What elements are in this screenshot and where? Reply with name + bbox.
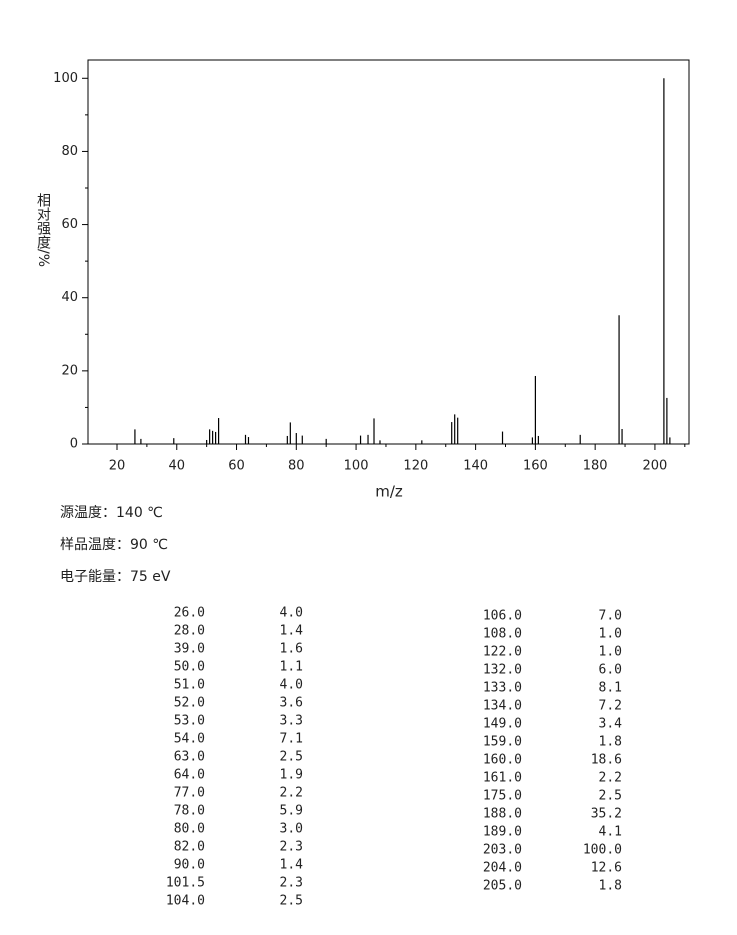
x-tick-label: 140 <box>463 459 488 474</box>
table-intensity: 1.9 <box>280 768 303 783</box>
table-intensity: 1.6 <box>280 642 303 657</box>
table-intensity: 100.0 <box>583 843 622 858</box>
table-mz: 203.0 <box>483 843 522 858</box>
x-tick-label: 20 <box>109 459 126 474</box>
table-intensity: 1.1 <box>280 660 303 675</box>
table-mz: 90.0 <box>174 858 205 873</box>
table-mz: 149.0 <box>483 717 522 732</box>
table-mz: 63.0 <box>174 750 205 765</box>
table-mz: 204.0 <box>483 861 522 876</box>
table-mz: 122.0 <box>483 645 522 660</box>
y-tick-label: 40 <box>61 290 78 305</box>
table-intensity: 7.1 <box>280 732 303 747</box>
table-intensity: 8.1 <box>599 681 622 696</box>
x-tick-label: 100 <box>344 459 369 474</box>
plot-frame <box>87 59 690 445</box>
table-intensity: 4.1 <box>599 825 622 840</box>
table-mz: 39.0 <box>174 642 205 657</box>
table-intensity: 3.3 <box>280 714 303 729</box>
table-intensity: 3.4 <box>599 717 623 732</box>
table-mz: 82.0 <box>174 840 205 855</box>
table-mz: 160.0 <box>483 753 522 768</box>
table-mz: 80.0 <box>174 822 205 837</box>
table-intensity: 35.2 <box>591 807 622 822</box>
table-mz: 78.0 <box>174 804 205 819</box>
table-intensity: 1.4 <box>280 858 304 873</box>
table-mz: 53.0 <box>174 714 205 729</box>
table-intensity: 3.6 <box>280 696 303 711</box>
table-mz: 101.5 <box>166 876 205 891</box>
table-intensity: 7.2 <box>599 699 622 714</box>
x-axis-label: m/z <box>375 483 403 501</box>
table-intensity: 2.3 <box>280 840 303 855</box>
table-intensity: 5.9 <box>280 804 303 819</box>
table-mz: 188.0 <box>483 807 522 822</box>
table-mz: 51.0 <box>174 678 205 693</box>
table-mz: 159.0 <box>483 735 522 750</box>
y-tick-label: 20 <box>61 363 78 378</box>
info-line: 样品温度：90 ℃ <box>60 537 168 553</box>
x-tick-label: 40 <box>168 459 185 474</box>
table-intensity: 12.6 <box>591 861 622 876</box>
table-intensity: 18.6 <box>591 753 622 768</box>
table-intensity: 7.0 <box>599 609 622 624</box>
table-mz: 161.0 <box>483 771 522 786</box>
table-intensity: 4.0 <box>280 678 303 693</box>
table-mz: 132.0 <box>483 663 522 678</box>
table-mz: 133.0 <box>483 681 522 696</box>
table-intensity: 2.5 <box>280 894 303 909</box>
y-tick-label: 80 <box>61 144 78 159</box>
y-axis-label: 相对强度/% <box>35 193 51 267</box>
table-intensity: 1.8 <box>599 735 622 750</box>
table-mz: 54.0 <box>174 732 205 747</box>
x-tick-label: 60 <box>228 459 245 474</box>
x-tick-label: 80 <box>288 459 305 474</box>
table-intensity: 4.0 <box>280 606 303 621</box>
table-mz: 175.0 <box>483 789 522 804</box>
table-intensity: 2.3 <box>280 876 303 891</box>
table-mz: 189.0 <box>483 825 522 840</box>
table-intensity: 3.0 <box>280 822 303 837</box>
x-tick-label: 200 <box>643 459 668 474</box>
table-intensity: 6.0 <box>599 663 622 678</box>
y-tick-label: 60 <box>61 217 78 232</box>
table-mz: 108.0 <box>483 627 522 642</box>
table-intensity: 2.5 <box>280 750 303 765</box>
table-intensity: 2.2 <box>599 771 622 786</box>
table-intensity: 2.5 <box>599 789 622 804</box>
info-line: 电子能量：75 eV <box>60 569 171 585</box>
x-tick-label: 180 <box>583 459 608 474</box>
table-intensity: 1.4 <box>280 624 304 639</box>
table-intensity: 1.0 <box>599 645 622 660</box>
table-mz: 104.0 <box>166 894 205 909</box>
table-mz: 106.0 <box>483 609 522 624</box>
x-tick-label: 160 <box>523 459 548 474</box>
y-tick-label: 100 <box>53 71 78 86</box>
table-mz: 26.0 <box>174 606 205 621</box>
table-mz: 52.0 <box>174 696 205 711</box>
table-mz: 28.0 <box>174 624 205 639</box>
table-mz: 64.0 <box>174 768 205 783</box>
y-tick-label: 0 <box>70 437 78 452</box>
table-mz: 77.0 <box>174 786 205 801</box>
table-mz: 205.0 <box>483 879 522 894</box>
table-intensity: 1.0 <box>599 627 622 642</box>
table-intensity: 1.8 <box>599 879 622 894</box>
table-mz: 134.0 <box>483 699 522 714</box>
info-line: 源温度：140 ℃ <box>60 505 163 521</box>
table-intensity: 2.2 <box>280 786 303 801</box>
table-mz: 50.0 <box>174 660 205 675</box>
x-tick-label: 120 <box>403 459 428 474</box>
